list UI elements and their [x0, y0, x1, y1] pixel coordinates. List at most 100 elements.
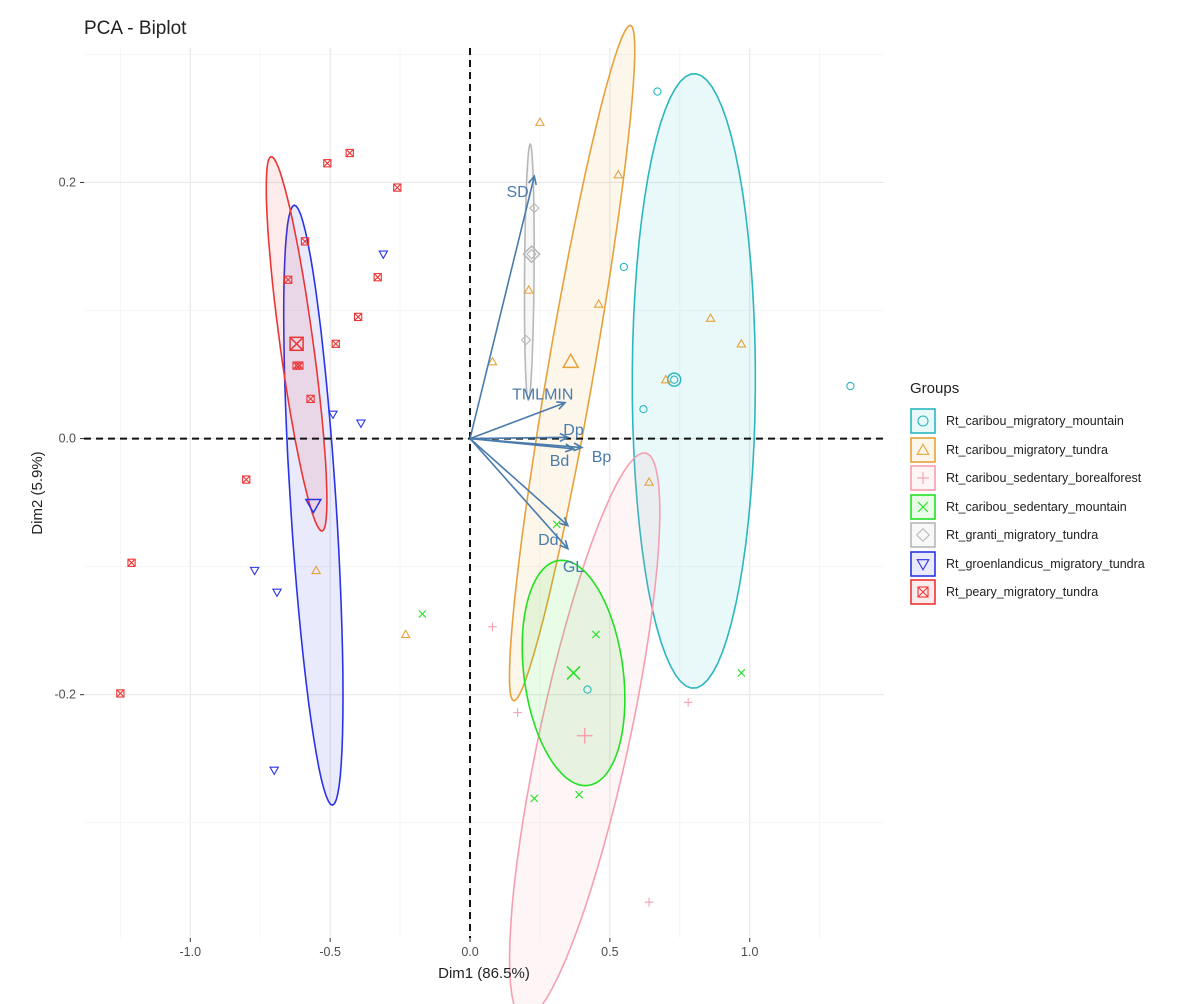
data-point: [639, 404, 648, 414]
data-point: [327, 410, 339, 420]
legend-label: Rt_caribou_sedentary_mountain: [946, 499, 1127, 514]
variable-label-dd: Dd: [538, 532, 558, 549]
y-tick-label: -0.2: [54, 688, 76, 702]
data-point: [653, 87, 662, 96]
data-point: [523, 284, 534, 294]
data-point: [644, 897, 654, 907]
arrow-bp: [469, 437, 582, 449]
x-tick-label: 0.0: [461, 945, 478, 959]
data-point: [583, 685, 592, 694]
variable-label-bd: Bd: [550, 453, 570, 470]
legend-symbol: [917, 415, 929, 427]
arrow-tmlmin: [469, 401, 566, 440]
legend-key-rt-caribou-migratory-tundra: [910, 436, 936, 463]
arrow-sd: [469, 175, 536, 439]
chart-title: PCA - Biplot: [84, 18, 187, 39]
ellipse-rt-caribou-migratory-mountain: [631, 72, 757, 689]
legend-label: Rt_caribou_migratory_mountain: [946, 414, 1124, 429]
x-tick-label: 0.5: [601, 945, 618, 959]
legend-item-rt-peary-migratory-tundra: Rt_peary_migratory_tundra: [910, 578, 1145, 607]
legend-key-rt-granti-migratory-tundra: [910, 522, 936, 549]
data-point: [355, 419, 367, 429]
legend-label: Rt_groenlandicus_migratory_tundra: [946, 556, 1145, 571]
data-point: [271, 588, 283, 598]
arrowhead-tmlmin: [556, 401, 567, 410]
legend-label: Rt_granti_migratory_tundra: [946, 528, 1099, 543]
data-point: [846, 381, 855, 391]
legend-item-rt-caribou-sedentary-mountain: Rt_caribou_sedentary_mountain: [910, 493, 1145, 522]
data-point: [292, 361, 301, 370]
legend-symbol: [917, 501, 929, 513]
y-tick-label: 0.0: [59, 432, 76, 446]
x-tick-label: -1.0: [180, 945, 202, 959]
arrow-dp: [470, 436, 568, 440]
variable-arrows: SD TMLMIN Dp Bd Bp Dd GL: [469, 174, 611, 576]
data-point: [736, 338, 747, 348]
data-point: [575, 790, 584, 799]
arrowhead-dp: [559, 432, 570, 443]
legend-title: Groups: [910, 380, 960, 397]
data-point: [487, 356, 498, 366]
data-point: [116, 689, 125, 698]
data-point: [353, 312, 363, 322]
variable-label-sd: SD: [506, 184, 528, 201]
group-centroid: [289, 336, 304, 352]
data-point: [306, 394, 315, 404]
y-axis-label: Dim2 (5.9%): [29, 451, 46, 534]
data-point: [526, 248, 537, 260]
arrow-dd: [469, 437, 569, 527]
ellipse-rt-caribou-migratory-tundra: [508, 24, 636, 702]
data-point: [242, 475, 251, 484]
y-tick-label: 0.2: [59, 175, 76, 189]
data-point: [737, 668, 746, 677]
pca-biplot: SD TMLMIN Dp Bd Bp Dd GL -1.0 -0.5 0.0 0.5 1.0 -0.2…: [29, 24, 884, 1004]
group-rt-caribou-sedentary-borealforest: [488, 622, 693, 907]
data-point: [284, 275, 293, 284]
legend-key-rt-peary-migratory-tundra: [910, 579, 936, 606]
legend-key-rt-caribou-migratory-mountain: [910, 408, 936, 435]
group-centroid: [522, 244, 541, 264]
data-point: [683, 698, 693, 707]
data-point: [269, 766, 280, 776]
data-point: [418, 610, 427, 619]
data-point: [300, 237, 310, 246]
data-point: [591, 630, 600, 639]
arrowhead-bp: [573, 442, 584, 452]
x-axis-label: Dim1 (86.5%): [438, 965, 530, 982]
data-point: [534, 117, 546, 126]
group-centroid: [576, 727, 593, 744]
group-rt-caribou-migratory-tundra: [311, 117, 747, 639]
data-point: [670, 375, 679, 384]
data-point: [249, 566, 260, 576]
data-point: [552, 520, 561, 529]
group-rt-groenlandicus-migratory-tundra: [249, 250, 389, 776]
data-point: [529, 202, 540, 214]
legend-symbol: [916, 558, 930, 571]
variable-label-gl: GL: [563, 559, 584, 576]
legend-label: Rt_caribou_sedentary_borealforest: [946, 471, 1142, 486]
data-point: [530, 794, 539, 803]
plot-panel: [84, 48, 884, 938]
data-point: [593, 298, 604, 308]
legend: Groups Rt_caribou_migratory_mountain Rt_c…: [910, 380, 1145, 607]
ellipse-rt-groenlandicus-migratory-tundra: [282, 204, 344, 806]
legend-item-rt-caribou-sedentary-borealforest: Rt_caribou_sedentary_borealforest: [910, 464, 1145, 493]
data-point: [619, 262, 629, 272]
group-rt-peary-migratory-tundra: [116, 148, 402, 698]
data-point: [660, 374, 671, 384]
legend-symbol: [917, 472, 929, 485]
arrowhead-sd: [527, 174, 537, 186]
data-point: [373, 273, 382, 282]
legend-key-rt-caribou-sedentary-mountain: [910, 493, 936, 520]
data-point: [705, 312, 716, 322]
data-point: [378, 250, 389, 260]
group-rt-granti-migratory-tundra: [520, 202, 541, 346]
group-centroid: [304, 498, 323, 515]
legend-key-rt-groenlandicus-migratory-tundra: [910, 550, 936, 577]
axes: -1.0 -0.5 0.0 0.5 1.0 -0.2 0.0 0.2 Dim1 (86.5%) D…: [29, 175, 758, 982]
legend-symbol: [917, 586, 929, 598]
group-centroid: [561, 352, 580, 369]
legend-item-rt-granti-migratory-tundra: Rt_granti_migratory_tundra: [910, 521, 1145, 550]
data-point: [393, 183, 402, 192]
group-rt-caribou-sedentary-mountain: [418, 520, 746, 803]
